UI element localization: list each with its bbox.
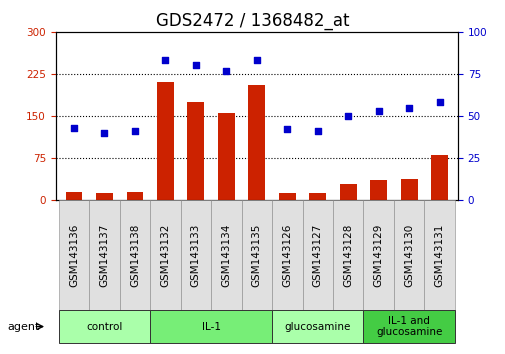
Text: GSM143137: GSM143137 <box>99 223 109 287</box>
Text: GSM143129: GSM143129 <box>373 223 383 287</box>
Point <box>252 58 261 63</box>
Point <box>435 100 443 105</box>
Text: GSM143134: GSM143134 <box>221 223 231 287</box>
Bar <box>96 193 113 200</box>
Point <box>343 113 351 119</box>
Point <box>374 108 382 114</box>
Bar <box>339 184 356 200</box>
Bar <box>278 193 295 200</box>
Text: GSM143138: GSM143138 <box>130 223 139 287</box>
Point <box>405 105 413 110</box>
Text: IL-1 and
glucosamine: IL-1 and glucosamine <box>375 316 441 337</box>
Text: glucosamine: glucosamine <box>284 321 350 332</box>
Bar <box>248 85 265 200</box>
Text: GSM143127: GSM143127 <box>312 223 322 287</box>
Text: GSM143126: GSM143126 <box>282 223 292 287</box>
Bar <box>218 113 234 200</box>
Text: IL-1: IL-1 <box>201 321 220 332</box>
Text: agent: agent <box>8 321 40 332</box>
Bar <box>66 192 82 200</box>
Text: control: control <box>86 321 122 332</box>
Bar <box>400 179 417 200</box>
Point <box>313 128 321 134</box>
Point <box>222 68 230 73</box>
Text: GSM143136: GSM143136 <box>69 223 79 287</box>
Text: GSM143130: GSM143130 <box>403 223 414 286</box>
Point <box>131 128 139 134</box>
Text: GSM143135: GSM143135 <box>251 223 261 287</box>
Text: GSM143133: GSM143133 <box>190 223 200 287</box>
Bar <box>187 102 204 200</box>
Point <box>161 58 169 63</box>
Text: GSM143132: GSM143132 <box>160 223 170 287</box>
Point <box>283 127 291 132</box>
Bar <box>309 193 326 200</box>
Bar <box>370 181 386 200</box>
Bar <box>126 192 143 200</box>
Bar <box>430 155 447 200</box>
Point <box>100 130 108 136</box>
Text: GSM143131: GSM143131 <box>434 223 444 287</box>
Text: GSM143128: GSM143128 <box>342 223 352 287</box>
Point <box>191 63 199 68</box>
Point <box>70 125 78 131</box>
Bar <box>157 82 173 200</box>
Text: GDS2472 / 1368482_at: GDS2472 / 1368482_at <box>156 12 349 30</box>
